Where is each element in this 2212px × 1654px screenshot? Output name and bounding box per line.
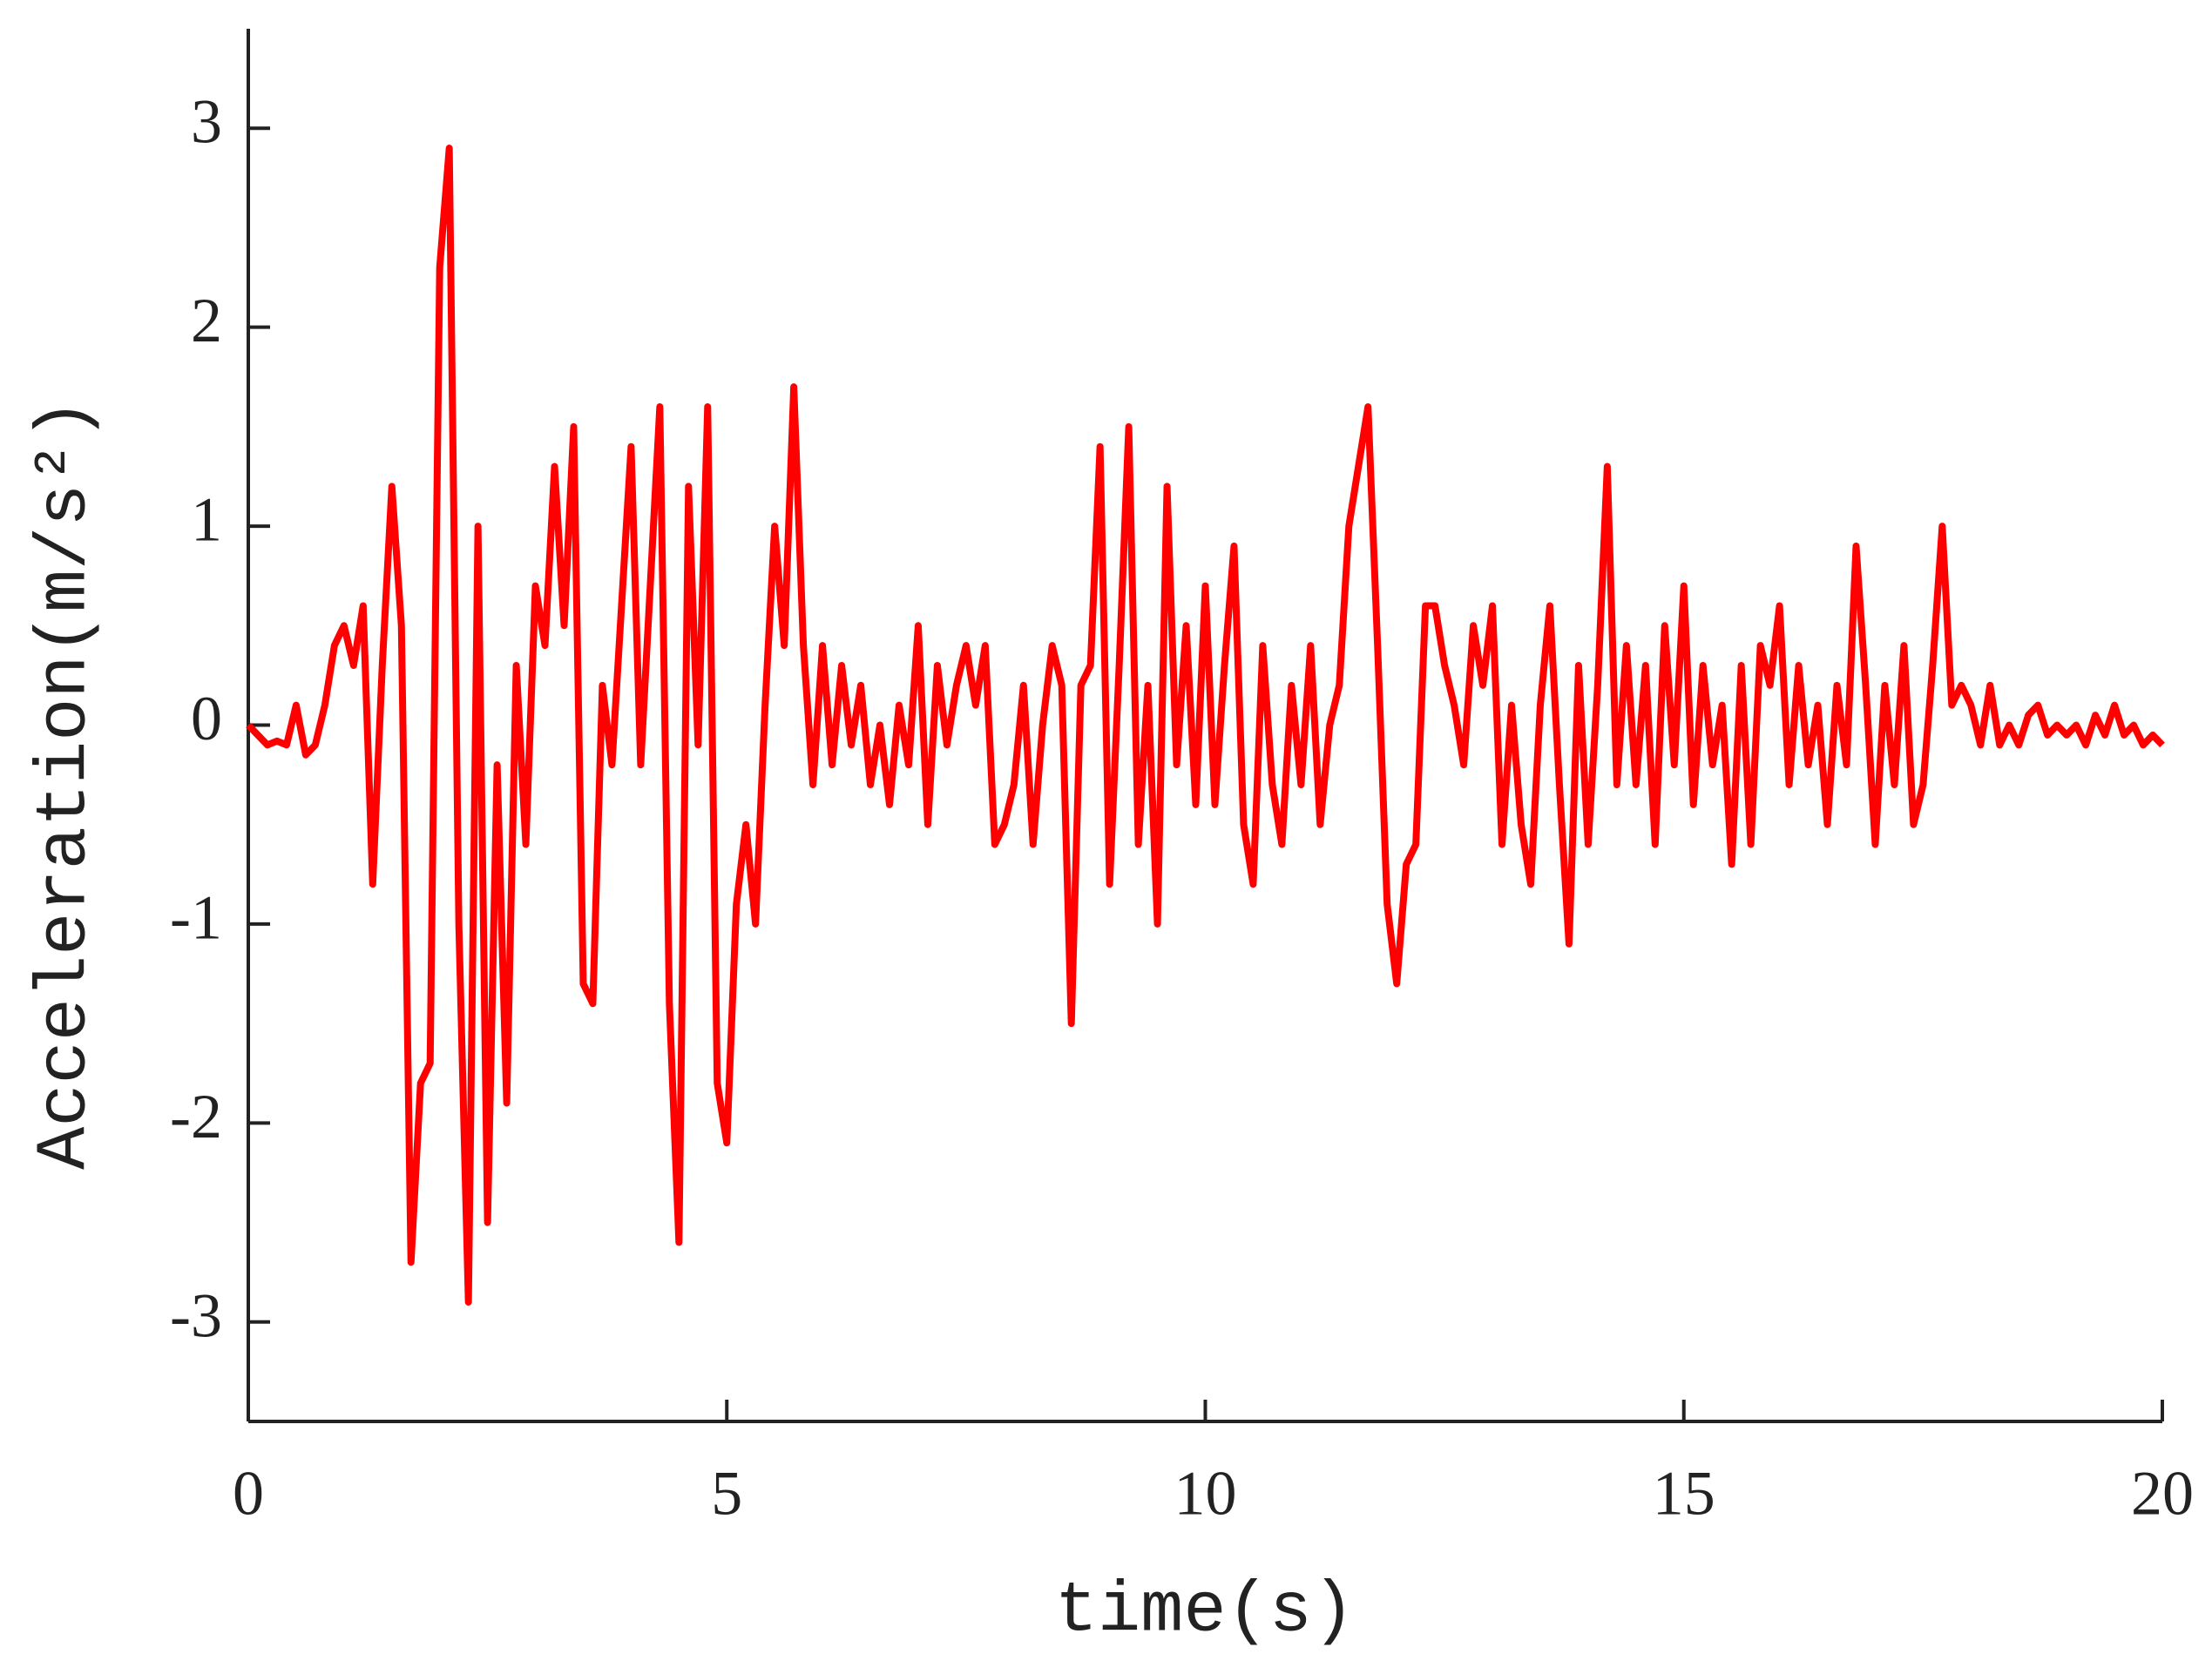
x-tick-label: 10 bbox=[1174, 1459, 1237, 1529]
y-tick-label: -1 bbox=[170, 882, 222, 952]
x-tick-label: 0 bbox=[233, 1459, 264, 1529]
y-tick-label: -2 bbox=[170, 1082, 222, 1151]
x-tick-label: 15 bbox=[1653, 1459, 1715, 1529]
x-axis-label: time(s) bbox=[1055, 1571, 1355, 1652]
y-tick-label: 2 bbox=[191, 286, 222, 355]
x-tick-label: 5 bbox=[711, 1459, 742, 1529]
line bbox=[246, 145, 2165, 1306]
y-tick-label: 0 bbox=[191, 684, 222, 753]
x-tick-label: 20 bbox=[2131, 1459, 2194, 1529]
y-tick-label: 3 bbox=[191, 87, 222, 157]
y-tick-label: 1 bbox=[191, 485, 222, 555]
y-tick-label: -3 bbox=[170, 1280, 222, 1350]
y-axis-label: Acceleration(m/s²) bbox=[25, 398, 106, 1170]
